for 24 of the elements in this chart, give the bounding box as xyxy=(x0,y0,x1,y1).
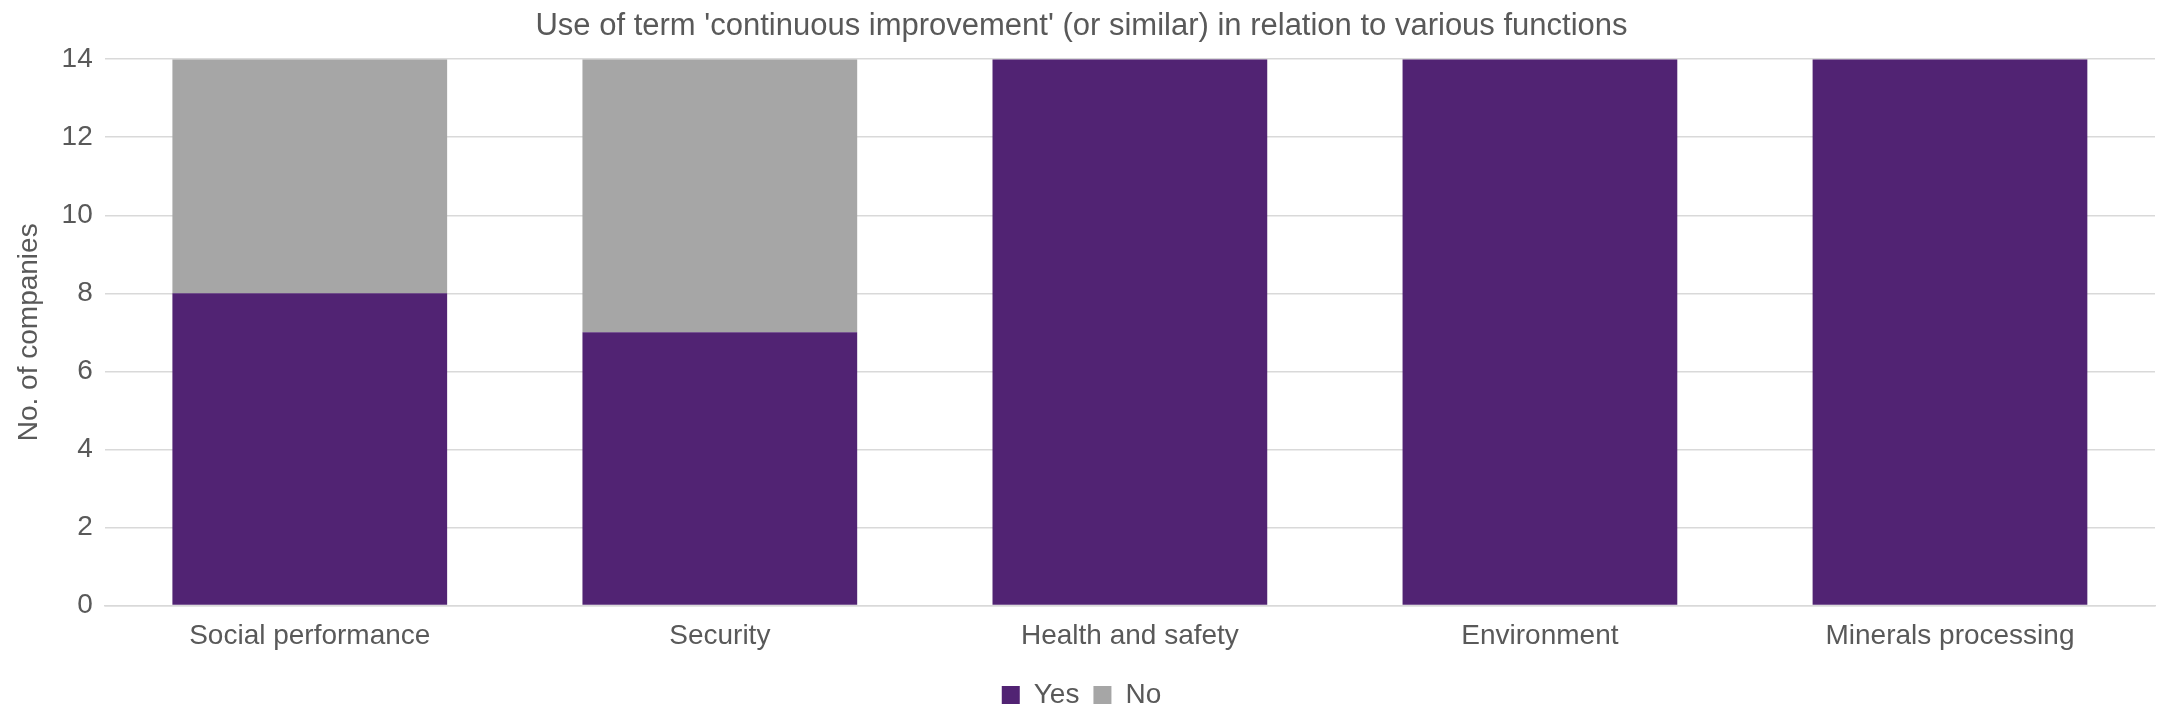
bar xyxy=(992,59,1268,605)
y-tick-label: 0 xyxy=(77,588,93,620)
bar xyxy=(582,59,858,333)
y-tick-label: 8 xyxy=(77,276,93,307)
y-tick-label: 14 xyxy=(61,41,93,73)
x-tick-label: Social performance xyxy=(189,618,431,650)
x-tick-label: Environment xyxy=(1461,618,1619,650)
y-tick-label: 2 xyxy=(77,510,93,542)
legend-label: No xyxy=(1125,677,1162,709)
bar xyxy=(582,332,858,605)
bar xyxy=(1402,59,1678,605)
y-tick-label: 4 xyxy=(77,432,93,464)
bar xyxy=(172,59,448,294)
y-tick-label: 12 xyxy=(61,119,93,151)
x-tick-label: Minerals processing xyxy=(1825,618,2075,650)
y-axis-title: No. of companies xyxy=(11,223,43,442)
x-tick-label: Health and safety xyxy=(1020,618,1239,650)
y-tick-label: 10 xyxy=(61,197,93,229)
chart-title: Use of term 'continuous improvement' (or similar) in relation to various functions xyxy=(535,7,1628,43)
x-tick-label: Security xyxy=(669,618,771,650)
legend-label: Yes xyxy=(1033,677,1080,709)
bar xyxy=(172,293,448,605)
y-tick-label: 6 xyxy=(77,354,93,386)
bar xyxy=(1812,59,2088,605)
